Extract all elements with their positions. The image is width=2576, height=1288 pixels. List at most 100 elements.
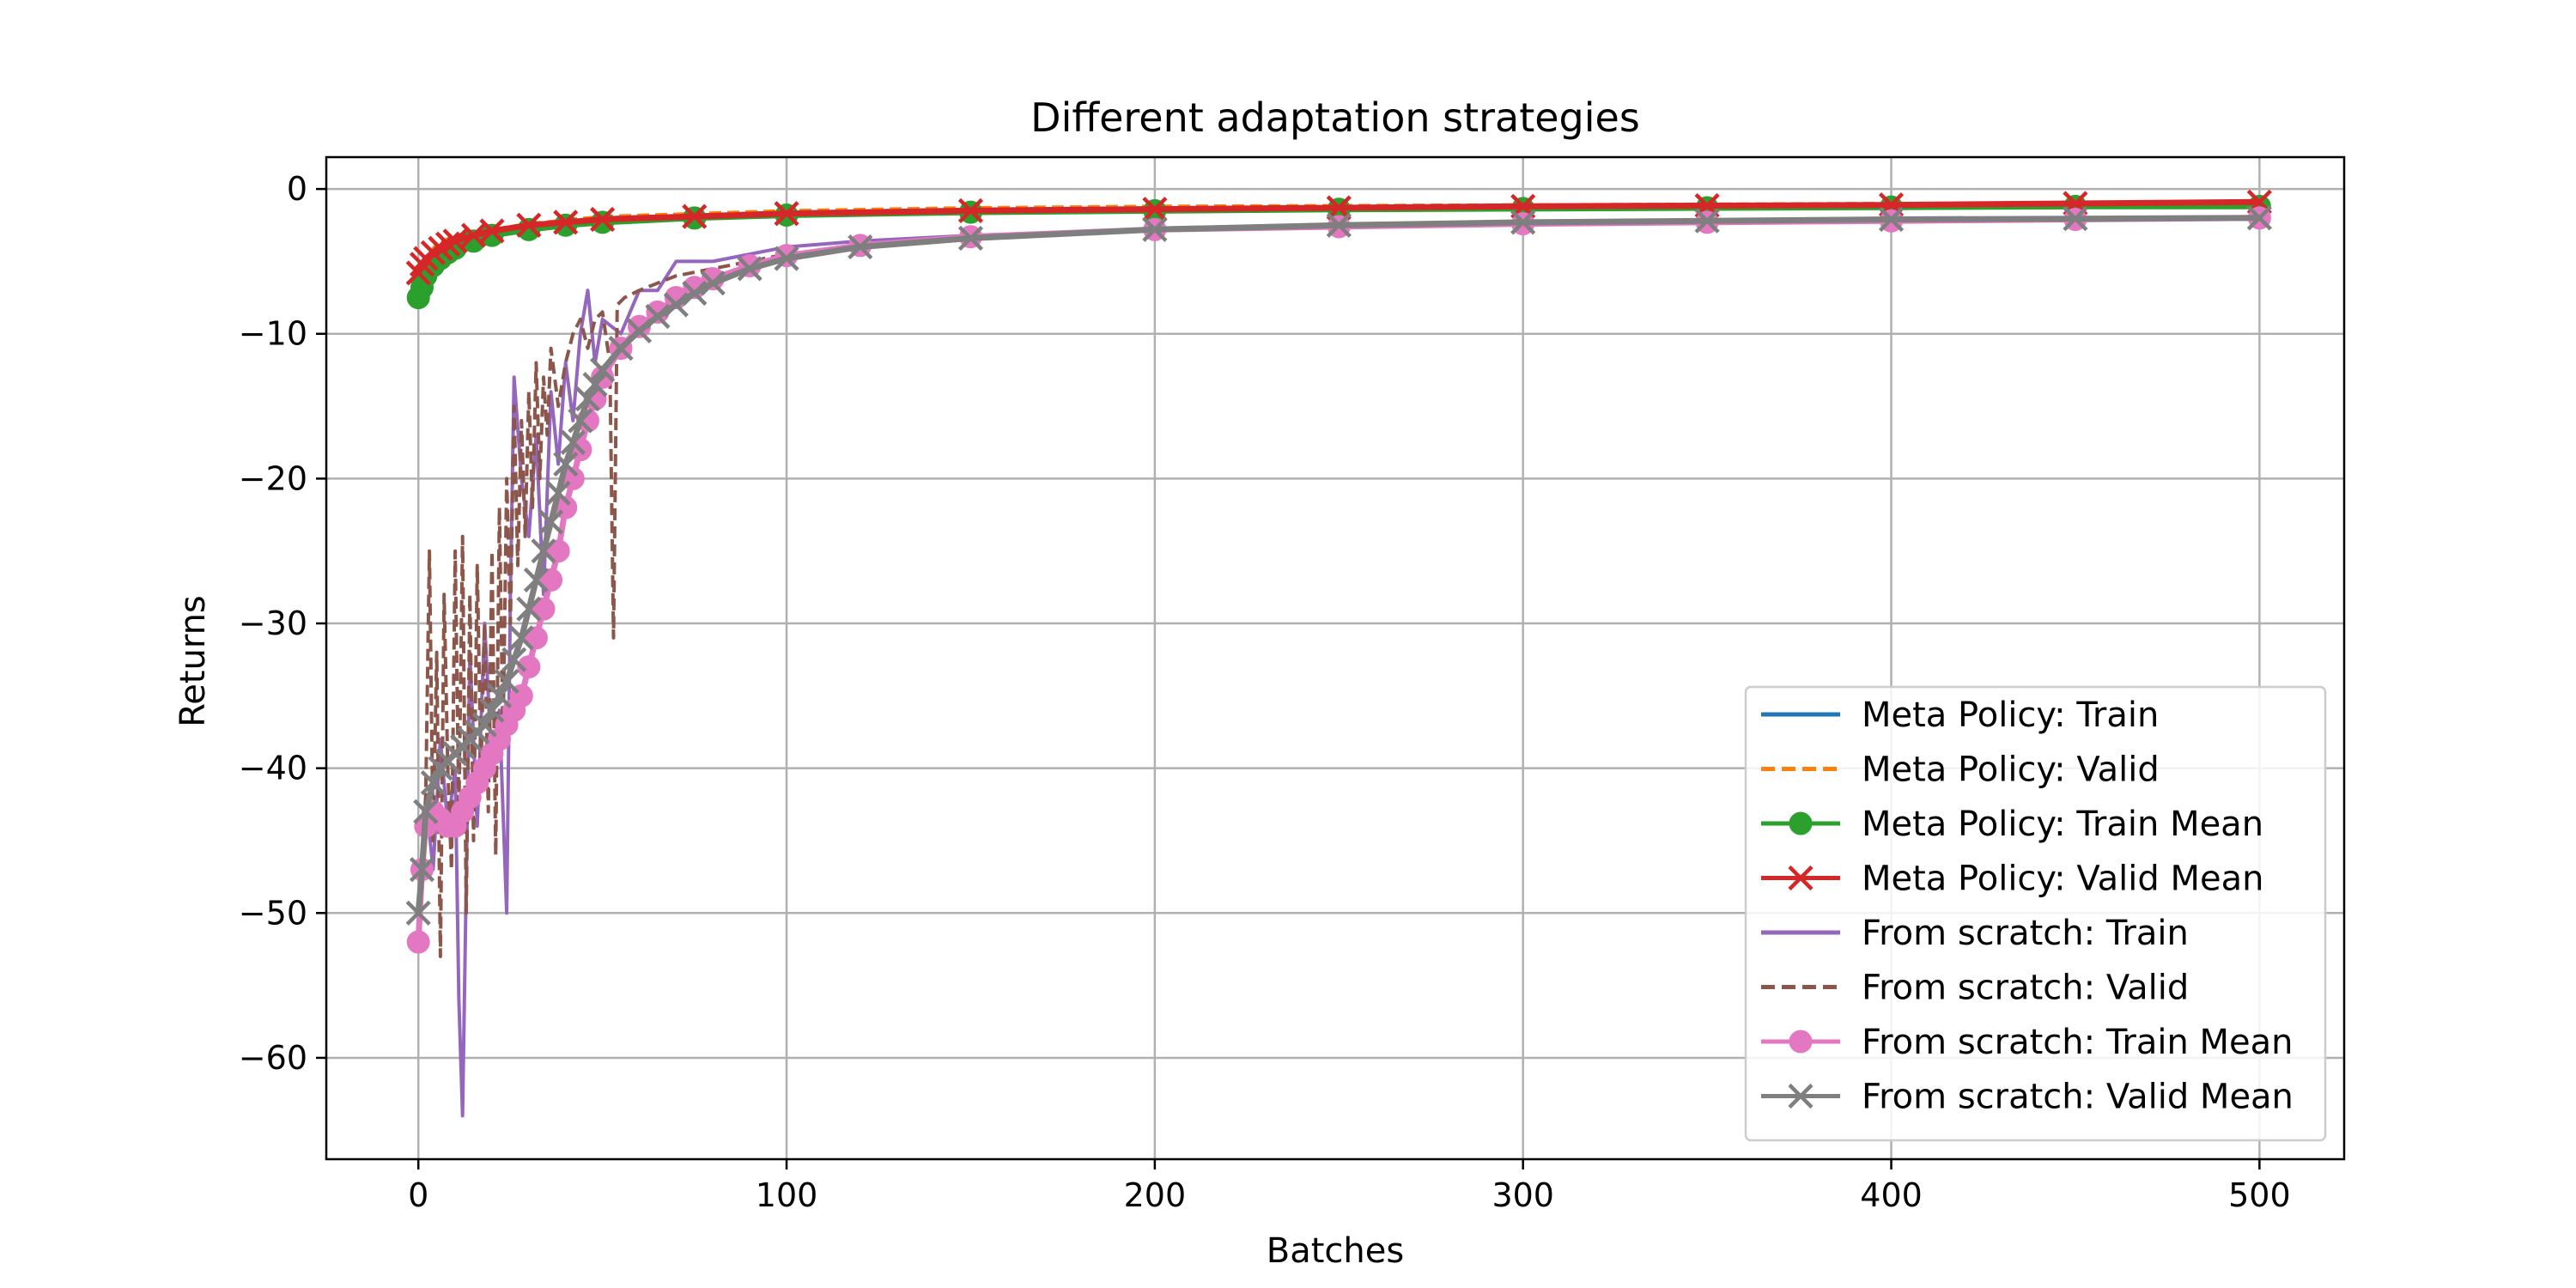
data-point [501,647,527,672]
data-point [486,683,513,708]
data-point [590,357,616,383]
x-tick-label: 300 [1492,1176,1554,1214]
data-point [957,197,984,223]
legend-marker [1789,1030,1813,1054]
data-point [546,539,570,563]
data-point [574,386,601,412]
series-line [416,252,787,958]
y-tick-label: −50 [239,894,307,932]
data-point [409,857,435,883]
data-point [545,480,571,506]
data-point [516,212,542,238]
y-tick-label: −20 [239,459,307,497]
legend-label: Meta Policy: Train Mean [1862,805,2263,844]
legend-item: From scratch: Train [1761,914,2189,953]
data-point [774,201,799,227]
data-point [553,210,579,235]
data-point [737,256,762,282]
data-point [494,668,519,695]
data-point [1142,197,1168,222]
data-point [560,429,586,455]
y-tick-label: −40 [239,750,307,787]
legend: Meta Policy: Train Meta Policy: Valid Meta… [1744,685,2327,1142]
data-point [420,769,446,796]
data-point [2063,206,2088,232]
data-point [2246,205,2272,231]
data-point [1878,206,1905,233]
data-point [434,231,461,257]
x-tick-label: 0 [408,1176,428,1214]
y-tick-label: −10 [239,315,307,353]
data-point [471,712,497,738]
y-axis-title: Returns [173,595,213,727]
data-point [523,567,550,593]
x-tick-label: 200 [1124,1176,1187,1214]
x-tick-label: 400 [1860,1176,1923,1214]
data-point [420,240,446,265]
legend-marker [1788,1083,1814,1109]
y-tick-label: −60 [239,1039,307,1077]
data-point [582,372,608,398]
legend-marker [1788,865,1814,891]
series-line [416,216,2262,1118]
data-point [539,568,563,592]
data-point [508,625,534,651]
legend-label: Meta Policy: Valid Mean [1862,860,2263,899]
y-tick-label: 0 [287,170,307,208]
series-from-scratch-valid-mean [405,205,2272,926]
legend-marker [1789,811,1813,835]
data-point [479,697,505,723]
data-point [626,318,653,343]
legend-item: Meta Policy: Train [1761,696,2159,735]
legend-label: From scratch: Train [1862,914,2189,953]
data-point [413,799,439,824]
chart-title: Different adaptation strategies [1030,94,1640,141]
axis-ticks: 0 100 200 300 400 500 0 −10 −20 −30 −40 −50 −60 [239,170,2291,1214]
data-point [645,303,671,330]
x-axis-title: Batches [1267,1231,1404,1271]
legend-label: From scratch: Valid [1862,969,2189,1008]
data-point [568,408,593,434]
legend-item: Meta Policy: Train Mean [1761,805,2263,844]
x-tick-label: 500 [2228,1176,2291,1214]
data-point [1510,210,1536,235]
data-point [663,292,689,318]
data-point [516,596,542,622]
x-tick-label: 100 [756,1176,818,1214]
legend-item: Meta Policy: Valid [1761,750,2160,790]
data-point [682,280,708,307]
data-point [531,538,556,564]
data-point [774,246,799,271]
legend-label: From scratch: Train Mean [1862,1023,2293,1062]
data-point [957,225,984,252]
series-from-scratch-valid [416,252,787,958]
data-point [524,626,548,650]
legend-label: Meta Policy: Valid [1862,750,2160,790]
legend-box [1744,685,2327,1142]
data-point [460,222,487,248]
data-point [428,235,453,261]
legend-item: From scratch: Train Mean [1761,1023,2293,1062]
data-point [532,597,556,621]
series-from-scratch-train [416,216,2262,1118]
data-point [700,270,726,296]
data-point [405,900,431,926]
y-tick-label: −30 [239,605,307,642]
data-point [1142,216,1168,242]
legend-item: From scratch: Valid [1761,969,2189,1008]
series-lines [405,189,2272,1118]
data-point [553,451,579,477]
data-point [538,509,564,535]
data-point [479,218,505,244]
data-point [517,655,541,679]
data-point [1326,212,1352,238]
data-point [406,930,430,954]
data-point [848,234,873,260]
data-point [590,206,616,233]
data-point [442,228,468,254]
data-point [682,204,708,229]
legend-item: From scratch: Valid Mean [1761,1078,2293,1117]
legend-item: Meta Policy: Valid Mean [1761,860,2263,899]
